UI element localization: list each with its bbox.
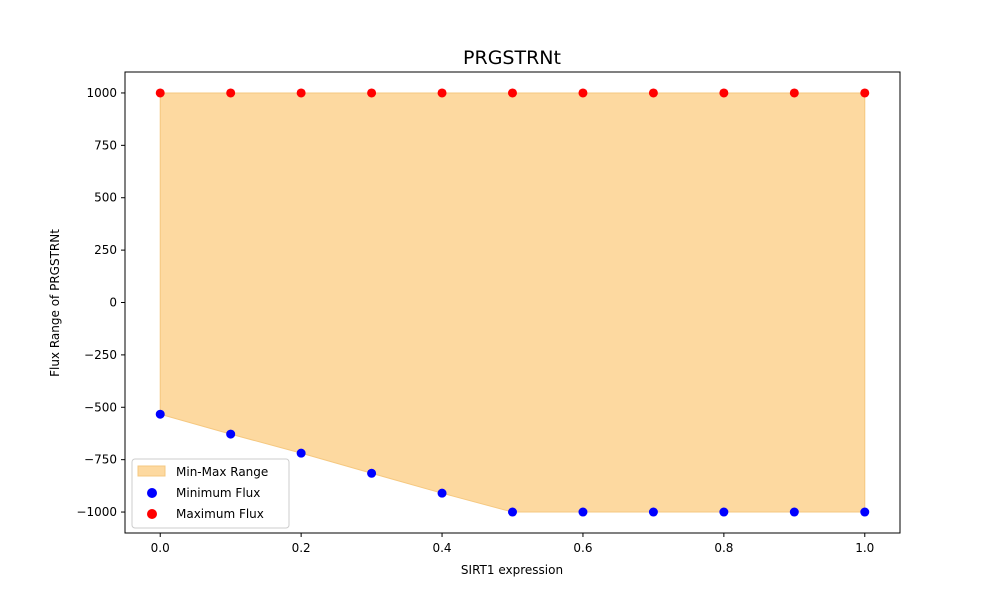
y-tick-label: 1000: [86, 86, 117, 100]
x-tick-label: 1.0: [855, 541, 874, 555]
x-tick-label: 0.8: [714, 541, 733, 555]
minimum-flux-point: [789, 507, 799, 517]
y-axis: −1000 −750 −500 −250 0 250 500 750 1000: [76, 86, 125, 519]
y-tick-label: 500: [94, 191, 117, 205]
maximum-flux-point: [578, 88, 588, 98]
x-tick-label: 0.2: [292, 541, 311, 555]
legend-label-minimum: Minimum Flux: [176, 486, 260, 500]
y-tick-label: 0: [109, 296, 117, 310]
maximum-flux-point: [155, 88, 165, 98]
minimum-flux-point: [437, 488, 447, 498]
minimum-flux-point: [578, 507, 588, 517]
maximum-flux-point: [719, 88, 729, 98]
chart-title: PRGSTRNt: [463, 47, 561, 69]
minimum-flux-point: [508, 507, 517, 517]
minimum-flux-point: [367, 468, 377, 478]
y-tick-label: −1000: [76, 505, 117, 519]
legend-label-range: Min-Max Range: [176, 465, 268, 479]
maximum-flux-point: [789, 88, 799, 98]
x-axis-label: SIRT1 expression: [461, 563, 563, 577]
x-tick-label: 0.0: [151, 541, 170, 555]
legend-marker-minimum: [147, 488, 157, 498]
legend-label-maximum: Maximum Flux: [176, 507, 264, 521]
legend: Min-Max Range Minimum Flux Maximum Flux: [131, 458, 290, 529]
x-axis: 0.0 0.2 0.4 0.6 0.8 1.0: [151, 533, 874, 555]
maximum-flux-point: [508, 88, 517, 98]
minimum-flux-point: [719, 507, 729, 517]
plot-area: [155, 88, 870, 517]
x-tick-label: 0.4: [432, 541, 451, 555]
minimum-flux-point: [860, 507, 870, 517]
y-tick-label: 750: [94, 138, 117, 152]
maximum-flux-point: [226, 88, 236, 98]
y-tick-label: −250: [84, 348, 117, 362]
y-axis-label: Flux Range of PRGSTRNt: [48, 229, 62, 377]
legend-marker-maximum: [147, 509, 157, 519]
maximum-flux-point: [437, 88, 447, 98]
minimum-flux-point: [155, 409, 165, 419]
y-tick-label: 250: [94, 243, 117, 257]
maximum-flux-point: [860, 88, 870, 98]
legend-swatch-range: [137, 465, 166, 477]
maximum-flux-point: [296, 88, 306, 98]
y-tick-label: −750: [84, 453, 117, 467]
legend-box: [131, 458, 290, 529]
y-tick-label: −500: [84, 400, 117, 414]
minimum-flux-point: [296, 448, 306, 458]
x-tick-label: 0.6: [573, 541, 592, 555]
minimum-flux-point: [648, 507, 658, 517]
minimum-flux-point: [226, 429, 236, 439]
maximum-flux-point: [367, 88, 377, 98]
maximum-flux-point: [648, 88, 658, 98]
